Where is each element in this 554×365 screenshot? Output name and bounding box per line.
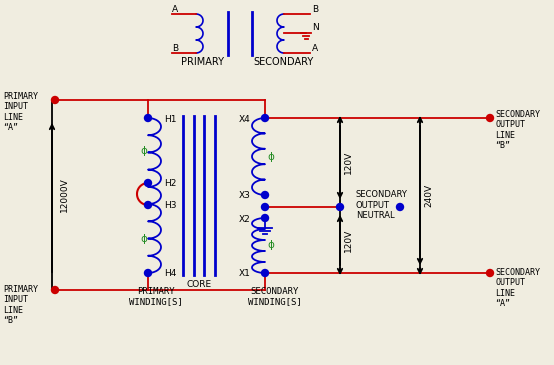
Circle shape xyxy=(145,180,151,187)
Text: X3: X3 xyxy=(239,192,251,200)
Text: A: A xyxy=(312,44,318,53)
Text: X4: X4 xyxy=(239,115,251,123)
Circle shape xyxy=(145,201,151,208)
Text: PRIMARY: PRIMARY xyxy=(181,57,223,67)
Circle shape xyxy=(261,192,269,199)
Circle shape xyxy=(261,269,269,277)
Circle shape xyxy=(336,204,343,211)
Text: ϕ: ϕ xyxy=(268,241,274,250)
Circle shape xyxy=(261,204,269,211)
Text: A: A xyxy=(172,5,178,14)
Text: CORE: CORE xyxy=(187,280,212,289)
Circle shape xyxy=(52,287,59,293)
Circle shape xyxy=(261,215,269,222)
Circle shape xyxy=(261,115,269,122)
Text: 240V: 240V xyxy=(424,184,433,207)
Text: H4: H4 xyxy=(164,269,176,278)
Text: 120V: 120V xyxy=(344,151,353,174)
Text: SECONDARY
OUTPUT
LINE
“B”: SECONDARY OUTPUT LINE “B” xyxy=(495,110,540,150)
Text: ϕ: ϕ xyxy=(141,234,147,244)
Text: SECONDARY
OUTPUT
LINE
“A”: SECONDARY OUTPUT LINE “A” xyxy=(495,268,540,308)
Text: SECONDARY: SECONDARY xyxy=(254,57,314,67)
Circle shape xyxy=(52,96,59,104)
Text: X2: X2 xyxy=(239,215,251,223)
Text: 12000V: 12000V xyxy=(59,178,69,212)
Text: B: B xyxy=(312,5,318,14)
Text: PRIMARY
WINDING[S]: PRIMARY WINDING[S] xyxy=(129,287,183,306)
Text: SECONDARY
WINDING[S]: SECONDARY WINDING[S] xyxy=(248,287,302,306)
Text: H2: H2 xyxy=(164,180,176,188)
Circle shape xyxy=(486,269,494,277)
Circle shape xyxy=(397,204,403,211)
Circle shape xyxy=(145,269,151,277)
Text: N: N xyxy=(312,23,319,32)
Text: PRIMARY
INPUT
LINE
“B”: PRIMARY INPUT LINE “B” xyxy=(3,285,38,325)
Text: X1: X1 xyxy=(239,269,251,278)
Text: 120V: 120V xyxy=(344,228,353,251)
Text: SECONDARY
OUTPUT
NEUTRAL: SECONDARY OUTPUT NEUTRAL xyxy=(356,190,408,220)
Circle shape xyxy=(486,115,494,122)
Text: ϕ: ϕ xyxy=(141,146,147,155)
Text: PRIMARY
INPUT
LINE
“A”: PRIMARY INPUT LINE “A” xyxy=(3,92,38,132)
Text: B: B xyxy=(172,44,178,53)
Text: H1: H1 xyxy=(164,115,177,123)
Text: H3: H3 xyxy=(164,201,177,211)
Text: ϕ: ϕ xyxy=(268,151,274,161)
Circle shape xyxy=(145,115,151,122)
